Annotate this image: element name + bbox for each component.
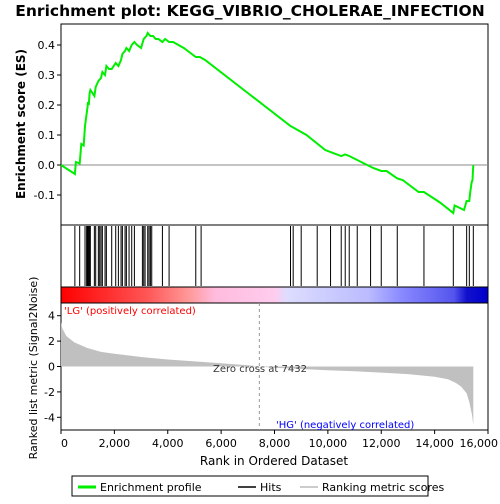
- positive-label: 'LG' (positively correlated): [64, 306, 196, 317]
- metric-y-tick-label: 0: [48, 361, 55, 374]
- metric-y-axis-label: Ranked list metric (Signal2Noise): [27, 277, 40, 460]
- x-tick-label: 4,000: [152, 437, 184, 450]
- chart-title: Enrichment plot: KEGG_VIBRIO_CHOLERAE_IN…: [15, 2, 484, 20]
- x-tick-label: 2,000: [99, 437, 131, 450]
- x-tick-label: 0: [61, 437, 68, 450]
- x-axis-label: Rank in Ordered Dataset: [200, 454, 348, 468]
- x-tick-label: 6,000: [205, 437, 237, 450]
- x-tick-label: 16,000: [460, 437, 499, 450]
- metric-y-tick-label: -2: [44, 386, 55, 399]
- legend-enrichment-label: Enrichment profile: [100, 481, 202, 494]
- rank-color-bar: [60, 286, 489, 304]
- es-y-axis-label: Enrichment score (ES): [14, 49, 28, 199]
- enrichment-profile-line: [60, 31, 475, 215]
- negative-label: 'HG' (negatively correlated): [276, 420, 414, 431]
- es-y-tick-label: 0.0: [38, 159, 56, 172]
- es-y-tick-label: 0.2: [38, 99, 56, 112]
- x-tick-label: 14,000: [415, 437, 454, 450]
- metric-y-tick-label: 4: [48, 310, 55, 323]
- es-panel-frame: [60, 23, 489, 226]
- es-y-tick-label: 0.1: [38, 129, 56, 142]
- es-y-axis: -0.1 0.0 0.1 0.2 0.3 0.4: [34, 39, 61, 202]
- enrichment-profile-layer: [60, 31, 488, 215]
- es-y-tick-label: 0.4: [38, 39, 56, 52]
- es-y-tick-label: 0.3: [38, 69, 56, 82]
- legend-metric-label: Ranking metric scores: [322, 481, 444, 494]
- legend-hits-label: Hits: [260, 481, 282, 494]
- es-y-tick-label: -0.1: [34, 189, 55, 202]
- zero-cross-label: Zero cross at 7432: [213, 364, 307, 375]
- legend-box: [71, 475, 429, 497]
- x-tick-label: 10,000: [309, 437, 348, 450]
- x-tick-label: 8,000: [259, 437, 291, 450]
- metric-y-tick-label: 2: [48, 335, 55, 348]
- hits-layer: [74, 226, 474, 286]
- metric-y-tick-label: -4: [44, 411, 55, 424]
- metric-y-axis: 4 2 0 -2 -4: [44, 310, 61, 424]
- x-axis: 0 2,000 4,000 6,000 8,000 10,000 12,000 14,000 1…: [60, 430, 499, 450]
- x-tick-label: 12,000: [362, 437, 401, 450]
